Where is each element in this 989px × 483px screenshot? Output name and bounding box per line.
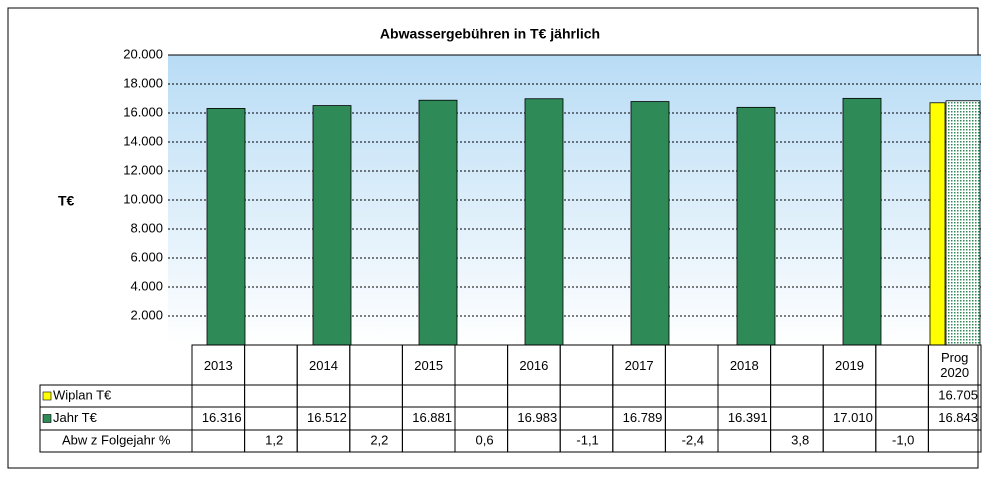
table-cell xyxy=(927,429,982,453)
category-cell: 2015 xyxy=(414,357,444,373)
y-tick-label: 20.000 xyxy=(123,46,163,61)
bar xyxy=(206,108,246,346)
data-label: 2,2 xyxy=(370,432,388,447)
x-tick-label: 2016 xyxy=(519,357,549,373)
data-label: 16.983 xyxy=(517,410,557,425)
bar xyxy=(312,105,352,346)
category-cell: 2013 xyxy=(203,357,233,373)
y-tick-label: 18.000 xyxy=(123,75,163,90)
legend-label: Wiplan T€ xyxy=(53,387,112,402)
data-label: 16.512 xyxy=(307,410,347,425)
legend-swatch xyxy=(42,391,52,401)
data-label: -1,1 xyxy=(576,432,598,447)
bar xyxy=(418,99,458,346)
data-label: 16.316 xyxy=(202,410,242,425)
x-tick-label: 2015 xyxy=(414,357,444,373)
y-tick-label: 10.000 xyxy=(123,191,163,206)
x-tick-label: 2017 xyxy=(624,357,654,373)
data-label: 16.705 xyxy=(938,387,978,402)
category-cell: 2016 xyxy=(519,357,549,373)
data-label: -2,4 xyxy=(682,432,704,447)
y-tick-label: 16.000 xyxy=(123,104,163,119)
legend-swatch xyxy=(42,414,52,423)
category-cell: Prog 2020 xyxy=(940,350,970,380)
x-tick-label: Prog 2020 xyxy=(940,350,970,380)
y-axis-label: T€ xyxy=(58,193,75,209)
bar xyxy=(945,100,981,346)
bar xyxy=(842,97,882,346)
bar xyxy=(929,102,946,346)
data-label: 0,6 xyxy=(476,432,494,447)
x-tick-label: 2018 xyxy=(729,357,759,373)
x-tick-label: 2013 xyxy=(203,357,233,373)
data-label: 17.010 xyxy=(833,410,873,425)
y-tick-label: 14.000 xyxy=(123,133,163,148)
category-cell: 2017 xyxy=(624,357,654,373)
y-tick-label: 8.000 xyxy=(130,220,163,235)
bar xyxy=(736,106,776,346)
x-tick-label: 2014 xyxy=(309,357,338,373)
y-tick-label: 12.000 xyxy=(123,162,163,177)
data-label: 16.881 xyxy=(412,410,452,425)
y-tick-label: 2.000 xyxy=(130,307,163,322)
y-tick-label: 4.000 xyxy=(130,278,163,293)
x-tick-label: 2019 xyxy=(835,357,864,373)
bar xyxy=(524,98,564,346)
data-label: 1,2 xyxy=(265,432,283,447)
data-label: 3,8 xyxy=(791,432,809,447)
data-label: 16.789 xyxy=(623,410,663,425)
category-cell: 2014 xyxy=(309,357,338,373)
y-tick-label: 6.000 xyxy=(130,249,163,264)
data-label: 16.391 xyxy=(728,410,768,425)
data-label: 16.843 xyxy=(938,410,978,425)
bar xyxy=(630,101,670,346)
category-cell: 2018 xyxy=(729,357,759,373)
data-label: -1,0 xyxy=(892,432,914,447)
category-cell: 2019 xyxy=(835,357,864,373)
row-label: Abw z Folgejahr % xyxy=(62,432,171,447)
legend-label: Jahr T€ xyxy=(53,410,98,425)
chart-title: Abwassergebühren in T€ jährlich xyxy=(380,26,600,42)
